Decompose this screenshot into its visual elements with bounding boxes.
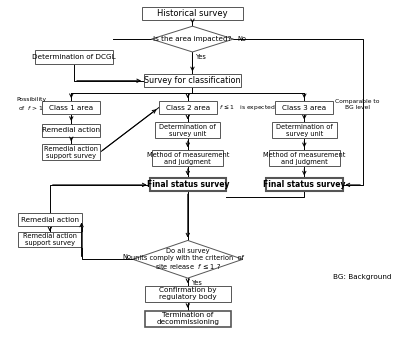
Text: Do all survey
units comply with the criterion  of
site release  $f$ ≤ 1 ?: Do all survey units comply with the crit…: [131, 248, 244, 271]
Bar: [145, 311, 231, 327]
Bar: [142, 7, 243, 20]
Bar: [150, 178, 226, 191]
Bar: [42, 144, 100, 160]
Bar: [42, 101, 100, 114]
Text: Class 2 area: Class 2 area: [166, 105, 210, 110]
Bar: [159, 101, 217, 114]
Polygon shape: [152, 26, 234, 52]
Text: Remedial action: Remedial action: [42, 127, 100, 133]
Text: $f$ ≤ 1   is expected: $f$ ≤ 1 is expected: [220, 103, 276, 112]
Bar: [272, 122, 337, 138]
Text: Confirmation by
regulatory body: Confirmation by regulatory body: [159, 287, 217, 300]
Bar: [144, 74, 241, 87]
Text: No: No: [237, 36, 246, 42]
Text: Final status survey: Final status survey: [263, 180, 346, 189]
Text: Is the area impacted?: Is the area impacted?: [153, 36, 232, 42]
Bar: [276, 101, 333, 114]
Text: Class 3 area: Class 3 area: [282, 105, 326, 110]
Bar: [18, 232, 82, 247]
Text: Determination of
survey unit: Determination of survey unit: [276, 124, 333, 137]
Text: Termination of
decommissioning: Termination of decommissioning: [156, 312, 219, 325]
Text: No: No: [122, 254, 131, 260]
Bar: [152, 150, 223, 166]
Text: Class 1 area: Class 1 area: [49, 105, 93, 110]
Text: Possibility
of  $f$ > 1: Possibility of $f$ > 1: [16, 97, 46, 112]
Text: Yes: Yes: [192, 280, 202, 286]
Text: Final status survey: Final status survey: [146, 180, 229, 189]
Text: Method of measurement
and judgment: Method of measurement and judgment: [147, 152, 229, 165]
Bar: [269, 150, 340, 166]
Text: Remedial action: Remedial action: [21, 217, 79, 223]
Text: Yes: Yes: [196, 54, 207, 60]
Text: Determination of DCGL: Determination of DCGL: [32, 54, 116, 60]
Bar: [35, 50, 113, 64]
Bar: [155, 122, 220, 138]
Text: Comparable to
BG level: Comparable to BG level: [335, 99, 380, 110]
Bar: [18, 213, 82, 226]
Bar: [42, 124, 100, 137]
Text: Historical survey: Historical survey: [157, 9, 228, 18]
Text: Determination of
survey unit: Determination of survey unit: [160, 124, 216, 137]
Text: BG: Background: BG: Background: [333, 274, 392, 280]
Text: Remedial action
support survey: Remedial action support survey: [44, 146, 98, 159]
Text: Method of measurement
and judgment: Method of measurement and judgment: [263, 152, 346, 165]
Text: Remedial action
support survey: Remedial action support survey: [23, 233, 77, 246]
Bar: [266, 178, 342, 191]
Bar: [145, 286, 231, 302]
Polygon shape: [133, 240, 243, 278]
Text: Survey for classification: Survey for classification: [144, 76, 241, 85]
